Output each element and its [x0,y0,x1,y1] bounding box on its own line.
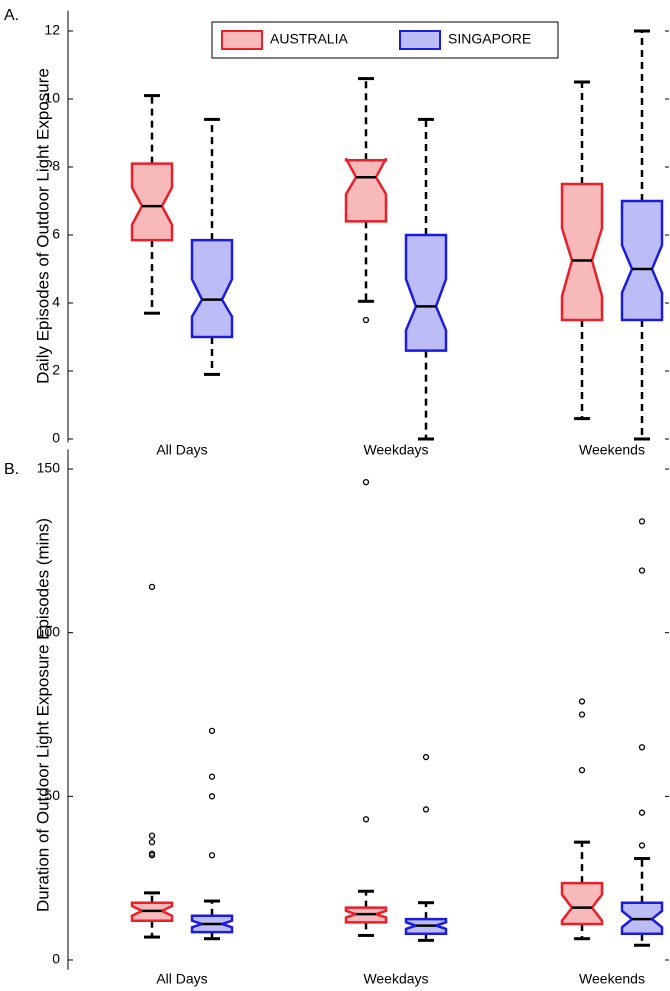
y-tick-label: 10 [44,90,60,106]
y-tick-label: 100 [37,623,61,639]
legend-box [211,21,559,59]
y-axis-label: Duration of Outdoor Light Exposure Episo… [33,518,52,912]
box [560,881,604,926]
y-tick-label: 50 [44,787,60,803]
legend-swatch [399,30,441,50]
legend-swatch [221,30,263,50]
y-tick-label: 8 [52,158,60,174]
legend-label: SINGAPORE [448,31,531,47]
panel-label: B. [4,461,19,478]
outlier [638,744,646,751]
outlier [148,832,156,839]
outlier [578,698,586,705]
x-tick-label: All Days [156,971,207,987]
y-axis-label: Daily Episodes of Outdoor Light Exposure [33,68,52,384]
panel-label: A. [4,7,19,24]
outlier [578,711,586,718]
x-tick-label: Weekdays [363,971,428,987]
outlier [638,567,646,574]
outlier [208,773,216,780]
x-tick-label: Weekdays [363,442,428,458]
legend-label: AUSTRALIA [270,31,348,47]
y-tick-label: 0 [52,951,60,967]
y-tick-label: 4 [52,294,60,310]
outlier [362,478,370,486]
outlier [422,806,430,813]
outlier [578,766,586,774]
box [130,162,174,242]
outlier [638,518,646,525]
x-tick-label: All Days [156,442,207,458]
box [404,233,448,352]
outlier [148,852,156,859]
outlier [148,839,156,846]
box [190,238,234,339]
box [560,182,604,322]
outlier [638,842,646,849]
x-tick-label: Weekends [579,971,645,987]
y-tick-label: 6 [52,226,60,242]
outlier [208,793,216,800]
outlier [362,316,370,324]
box [620,199,664,322]
outlier [148,583,156,591]
y-tick-label: 150 [37,460,61,476]
outlier [208,727,216,735]
x-tick-label: Weekends [579,442,645,458]
y-tick-label: 0 [52,430,60,446]
outlier [638,809,646,816]
y-tick-label: 12 [44,22,60,38]
y-tick-label: 2 [52,362,60,378]
outlier [362,816,370,823]
box [344,157,388,223]
outlier [422,753,430,761]
outlier [208,852,216,859]
